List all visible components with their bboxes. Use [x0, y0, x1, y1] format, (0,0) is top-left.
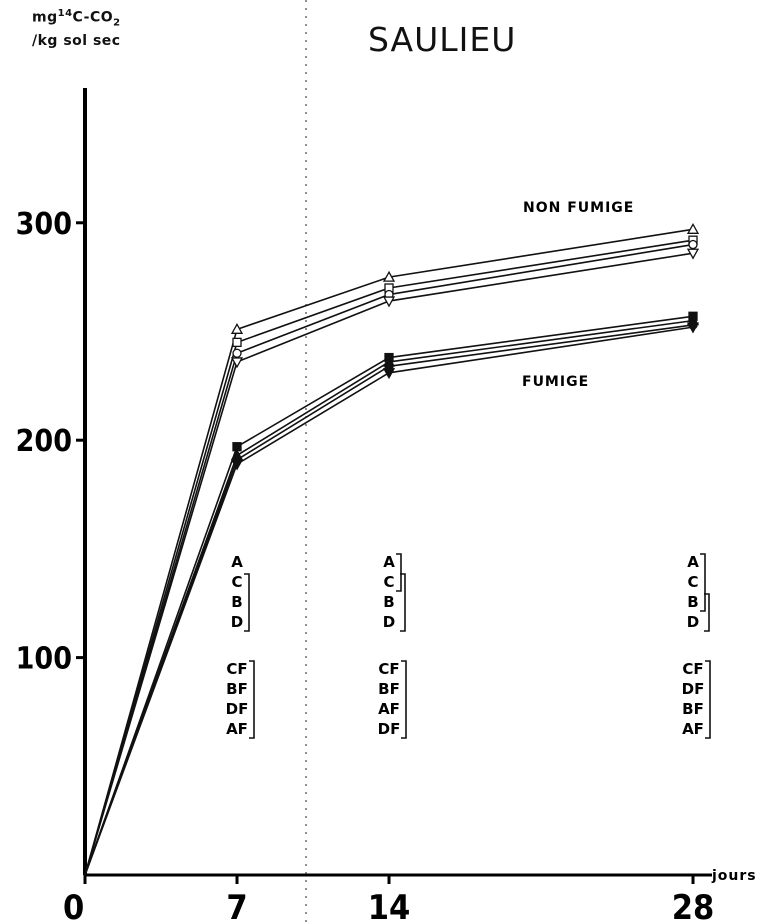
series-line-5	[84, 315, 694, 876]
data-point-triangle-down	[230, 357, 244, 369]
y-tick-label: 100	[16, 642, 72, 677]
group-non-fumige-bracket	[400, 573, 406, 632]
series-lines	[84, 228, 694, 876]
data-point-triangle-down	[686, 248, 700, 260]
group-non-fumige-letter: A	[231, 553, 243, 571]
data-point-triangle-up	[230, 322, 244, 334]
data-point-triangle-down	[230, 459, 244, 471]
group-non-fumige-letter: C	[687, 573, 698, 591]
data-point-triangle-down	[686, 322, 700, 334]
y-tick-label: 300	[16, 207, 72, 242]
series-line-3	[84, 243, 694, 876]
group-non-fumige-letter: D	[231, 613, 243, 631]
group-non-fumige-bracket	[704, 593, 710, 632]
annotation-non-fumige: NON FUMIGE	[523, 200, 634, 216]
group-fumige-letter: DF	[378, 720, 401, 738]
group-non-fumige-bracket	[700, 553, 706, 612]
group-non-fumige-letter: B	[687, 593, 698, 611]
series-line-1	[84, 228, 694, 876]
data-point-triangle-up	[686, 222, 700, 234]
x-tick-label: 7	[226, 888, 247, 923]
group-fumige-letter: BF	[682, 700, 704, 718]
annotation-fumige: FUMIGE	[522, 374, 589, 390]
data-point-square	[232, 337, 242, 348]
group-fumige-bracket	[249, 660, 255, 739]
y-axis-label-line2: /kg sol sec	[32, 33, 121, 50]
group-non-fumige-letter: D	[687, 613, 699, 631]
y-axis-label: mg14C-CO2 /kg sol sec	[32, 4, 121, 51]
x-tick-label: 28	[672, 888, 715, 923]
series-line-8	[84, 326, 694, 876]
x-tick-label: 0	[63, 888, 84, 923]
group-non-fumige-letter: B	[383, 593, 394, 611]
group-fumige-letter: BF	[378, 680, 400, 698]
group-fumige-letter: CF	[378, 660, 399, 678]
x-ticks: 0 7 14 28	[63, 875, 714, 923]
y-tick-label: 200	[16, 424, 72, 459]
series-line-2	[84, 239, 694, 876]
series-line-4	[84, 252, 694, 876]
y-axis-label-line1: mg14C-CO2	[32, 8, 121, 29]
group-fumige-letter: AF	[226, 720, 248, 738]
group-fumige-bracket	[401, 660, 407, 739]
chart-title: SAULIEU	[368, 20, 517, 59]
group-fumige-letter: AF	[378, 700, 400, 718]
group-non-fumige-bracket	[244, 573, 250, 632]
group-fumige-letter: BF	[226, 680, 248, 698]
data-point-triangle-down	[382, 368, 396, 380]
data-point-circle	[688, 239, 698, 250]
data-point-triangle-up	[382, 270, 396, 282]
group-non-fumige-bracket	[396, 553, 402, 592]
data-point-triangle-down	[382, 296, 396, 308]
group-fumige-letter: CF	[226, 660, 247, 678]
group-fumige-letter: DF	[682, 680, 705, 698]
x-axis-label: jours	[711, 868, 757, 884]
group-non-fumige-letter: C	[231, 573, 242, 591]
y-ticks: 100 200 300	[16, 207, 85, 677]
x-tick-label: 14	[368, 888, 411, 923]
group-non-fumige-letter: A	[687, 553, 699, 571]
group-non-fumige-letter: A	[383, 553, 395, 571]
series-markers	[230, 222, 700, 471]
group-fumige-letter: CF	[682, 660, 703, 678]
group-non-fumige-letter: C	[383, 573, 394, 591]
group-non-fumige-letter: B	[231, 593, 242, 611]
group-non-fumige-letter: D	[383, 613, 395, 631]
group-fumige-letter: DF	[226, 700, 249, 718]
group-fumige-letter: AF	[682, 720, 704, 738]
group-fumige-bracket	[705, 660, 711, 739]
data-point-circle	[232, 348, 242, 358]
